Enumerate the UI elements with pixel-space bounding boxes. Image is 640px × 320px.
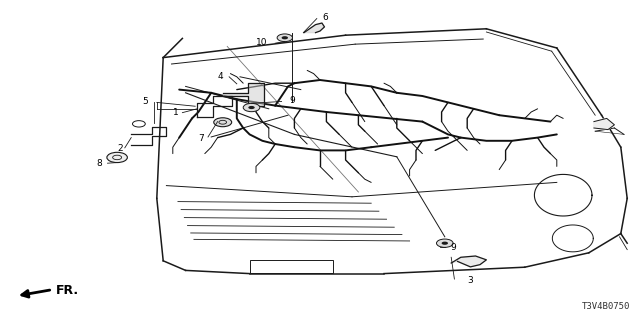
Circle shape (243, 103, 260, 112)
Polygon shape (594, 118, 614, 130)
Circle shape (277, 34, 292, 42)
Text: 7: 7 (198, 134, 204, 143)
Text: 9: 9 (289, 96, 295, 105)
Polygon shape (304, 23, 324, 33)
Circle shape (214, 118, 232, 127)
Text: 10: 10 (256, 38, 268, 47)
Circle shape (282, 36, 288, 39)
Text: 8: 8 (97, 159, 102, 168)
Text: FR.: FR. (56, 284, 79, 297)
Circle shape (107, 152, 127, 163)
Circle shape (248, 106, 255, 109)
Text: 9: 9 (450, 243, 456, 252)
Text: 1: 1 (173, 108, 179, 117)
Circle shape (436, 239, 453, 247)
Text: 3: 3 (467, 276, 473, 285)
Text: 4: 4 (217, 72, 223, 81)
Circle shape (442, 242, 448, 245)
Text: T3V4B0750: T3V4B0750 (582, 302, 630, 311)
Text: 2: 2 (117, 144, 123, 153)
Text: 5: 5 (143, 97, 148, 106)
Polygon shape (451, 256, 486, 267)
Text: 6: 6 (323, 13, 328, 22)
Polygon shape (223, 83, 264, 106)
